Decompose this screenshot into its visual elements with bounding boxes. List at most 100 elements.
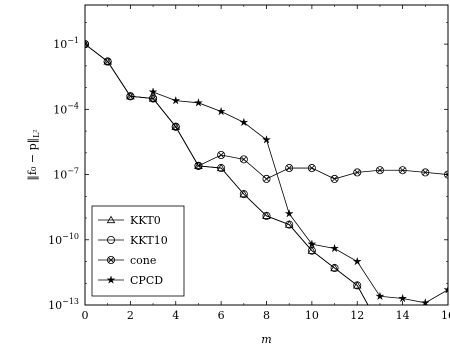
marker-triangle xyxy=(330,263,339,272)
marker-circle-x xyxy=(375,166,384,175)
marker-circle-x xyxy=(262,174,271,183)
marker-circle xyxy=(217,164,226,173)
y-tick-label: 10−10 xyxy=(48,232,79,247)
marker-circle-x xyxy=(194,161,203,170)
marker-circle-x-line xyxy=(240,156,247,163)
x-tick-label: 0 xyxy=(82,309,89,322)
marker-star xyxy=(352,256,362,266)
x-tick-label: 4 xyxy=(172,309,179,322)
series-kkt0 xyxy=(85,39,406,331)
series-cone xyxy=(85,40,448,183)
marker-circle-x xyxy=(107,255,116,264)
legend-box xyxy=(91,205,185,297)
y-tick-base: 10 xyxy=(53,38,67,51)
marker-triangle xyxy=(307,246,317,254)
marker-star xyxy=(171,95,181,105)
legend-label: KKT0 xyxy=(130,214,161,227)
legend-item: KKT10 xyxy=(98,234,168,247)
marker-circle-x-line xyxy=(377,167,383,174)
y-tick-base: 10 xyxy=(53,103,67,116)
marker-circle-x xyxy=(103,57,112,66)
series-clip-group xyxy=(85,39,448,350)
marker-circle-x-line xyxy=(422,169,429,176)
marker-triangle xyxy=(399,325,406,331)
y-tick-label: 10−7 xyxy=(53,167,79,182)
y-tick-exponent: −10 xyxy=(62,232,79,241)
y-tick-base: 10 xyxy=(48,234,62,247)
series-line xyxy=(85,43,448,180)
y-tick-exponent: −1 xyxy=(67,36,79,45)
marker-circle xyxy=(307,246,316,255)
y-tick-base: 10 xyxy=(48,299,62,312)
marker-star xyxy=(148,87,158,96)
marker-circle xyxy=(422,343,429,350)
legend: KKT0 KKT10 cone CPCD xyxy=(91,205,185,297)
marker-circle-x xyxy=(285,164,294,173)
x-tick-label: 2 xyxy=(127,309,134,322)
marker-circle-x-line xyxy=(104,58,111,65)
y-axis-label: ‖f₀ − p‖L² xyxy=(26,129,41,180)
marker-triangle xyxy=(171,122,181,130)
x-tick-label: 8 xyxy=(263,309,270,322)
marker-star xyxy=(443,285,448,294)
marker-circle-x-line xyxy=(309,165,315,171)
marker-circle xyxy=(399,325,406,332)
marker-circle-x-line xyxy=(331,176,338,182)
legend-item: KKT0 xyxy=(98,214,161,227)
marker-star xyxy=(284,209,294,218)
marker-circle-x-line xyxy=(399,167,406,174)
y-tick-exponent: −4 xyxy=(67,101,79,110)
legend-label: KKT10 xyxy=(130,234,168,247)
legend-label: cone xyxy=(130,254,156,267)
marker-circle-x-line xyxy=(150,95,156,102)
marker-circle-x-line xyxy=(85,41,88,45)
x-tick-label: 12 xyxy=(350,309,364,322)
marker-circle-x-line xyxy=(85,43,88,48)
marker-triangle xyxy=(376,323,383,329)
x-axis: 0 2 4 6 8 10 12 14 16 xyxy=(82,5,450,322)
plot-area xyxy=(85,39,448,350)
x-tick-label: 6 xyxy=(218,309,225,322)
legend-item: cone xyxy=(98,254,156,267)
marker-circle xyxy=(330,264,339,273)
marker-circle xyxy=(285,220,294,229)
x-tick-label: 10 xyxy=(305,309,319,322)
legend-item: CPCD xyxy=(98,274,163,287)
marker-circle-x-line xyxy=(263,176,270,182)
marker-star xyxy=(330,243,340,253)
marker-triangle xyxy=(126,91,135,100)
marker-circle-x xyxy=(149,94,158,103)
series-kkt10 xyxy=(85,40,429,350)
marker-circle xyxy=(376,323,383,330)
marker-circle-x xyxy=(307,164,316,173)
marker-triangle xyxy=(352,281,362,289)
marker-circle-x-line xyxy=(354,169,361,176)
marker-triangle xyxy=(239,189,249,198)
y-axis-label-group: ‖f₀ − p‖L² xyxy=(26,129,41,180)
marker-star xyxy=(239,117,249,127)
marker-circle-x xyxy=(217,150,226,159)
marker-star xyxy=(193,98,203,107)
marker-triangle xyxy=(106,215,116,224)
marker-circle-x xyxy=(239,155,248,164)
marker-star xyxy=(398,293,408,303)
y-tick-base: 10 xyxy=(53,169,67,182)
marker-circle-x-line xyxy=(172,123,179,130)
marker-star xyxy=(106,275,116,284)
marker-triangle xyxy=(85,39,90,48)
marker-circle-x-line xyxy=(445,171,448,176)
marker-triangle xyxy=(103,57,112,65)
y-tick-label: 10−13 xyxy=(48,297,79,312)
marker-circle xyxy=(239,190,248,199)
marker-circle-x-line xyxy=(286,165,293,171)
marker-circle-x xyxy=(330,174,339,183)
y-tick-label: 10−1 xyxy=(53,36,79,51)
marker-circle-x xyxy=(126,92,135,101)
marker-circle xyxy=(262,211,271,220)
legend-label: CPCD xyxy=(130,274,163,287)
marker-circle-x-line xyxy=(445,173,448,178)
marker-star xyxy=(307,239,317,248)
y-axis-label-main: ‖f₀ − p‖ xyxy=(26,138,40,181)
